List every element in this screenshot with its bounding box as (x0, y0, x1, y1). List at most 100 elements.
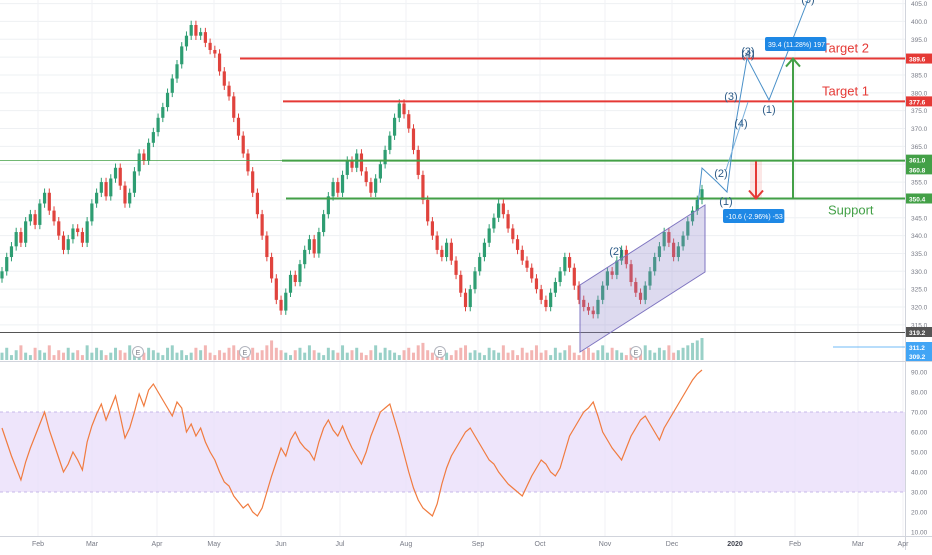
candle (667, 227, 671, 248)
volume-bar (341, 345, 345, 360)
volume-bar (378, 352, 382, 360)
candle-body (284, 292, 288, 311)
earnings-marker-circle (239, 346, 251, 358)
indicator-tick-label: 40.00 (911, 470, 928, 477)
price-tick-label: 315.0 (911, 322, 928, 329)
candle-body (104, 182, 108, 197)
candle (47, 188, 51, 215)
volume-bar (563, 350, 567, 360)
candle (549, 288, 553, 312)
candle (293, 270, 297, 287)
candle-body (184, 35, 189, 47)
indicator-tick-label: 20.00 (911, 510, 928, 517)
volume-bar (312, 350, 316, 360)
indicator (1, 369, 703, 517)
candle (690, 206, 695, 226)
candle-body (615, 260, 619, 275)
volume-bar (506, 352, 510, 360)
indicator-tick-label: 60.00 (911, 430, 928, 437)
levels: Target 2 Target 1 Support (0, 41, 905, 217)
candle-body (80, 232, 85, 243)
wave-label: (1) (762, 104, 775, 116)
candle (534, 274, 539, 294)
volume-bar (449, 355, 453, 360)
candle-body (421, 174, 425, 200)
price-tick-label: 325.0 (911, 287, 928, 294)
candle-body (123, 185, 127, 204)
price-tick-label: 365.0 (911, 144, 928, 151)
indicator-tick-label: 80.00 (911, 390, 928, 397)
volume-bar (213, 355, 217, 360)
earnings-marker: E (132, 346, 144, 358)
candle-body (90, 203, 94, 222)
volume-bar (5, 347, 9, 360)
candle (567, 252, 572, 273)
volume-bar (397, 355, 401, 360)
wave-label: (3) (741, 46, 754, 58)
channel (579, 204, 706, 353)
candle (553, 277, 557, 298)
candle-body (260, 214, 264, 236)
measure-box: 39.4 (11.28%) 197 (765, 37, 827, 51)
candle-body (563, 257, 567, 272)
candle (326, 192, 330, 219)
candle-body (307, 239, 312, 250)
time-tick-label: Jun (275, 541, 286, 548)
volume-bar (194, 347, 198, 360)
candle-body (99, 182, 103, 193)
price-badge-bg (906, 342, 932, 352)
projection: 39.4 (11.28%) 197 -10.6 (-2.96%) -53 (697, 0, 827, 223)
candle-body (506, 214, 510, 229)
indicator-tick-label: 90.00 (911, 370, 928, 377)
volume-bar (549, 355, 553, 360)
candle-body (194, 24, 198, 36)
candle-body (246, 153, 250, 172)
earnings-marker: E (434, 346, 446, 358)
candle (66, 234, 70, 255)
volume-bar (279, 350, 283, 360)
volume-bar (572, 352, 576, 360)
candle (113, 163, 118, 183)
candle (350, 156, 354, 173)
candle-body (189, 24, 193, 36)
volume-bar (586, 347, 590, 360)
candle (284, 288, 288, 315)
candle-body (199, 32, 203, 36)
candle-body (151, 132, 155, 143)
candle (411, 124, 416, 155)
candle-body (269, 257, 274, 279)
price-badge: 311.2 (906, 342, 932, 352)
candle-body (14, 232, 18, 247)
volume-bar (492, 350, 496, 360)
candle-body (468, 289, 472, 308)
candle-body (170, 78, 174, 93)
candle (653, 252, 657, 276)
measure-box: -10.6 (-2.96%) -53 (723, 209, 785, 223)
volume-bar (80, 355, 84, 360)
measure-box-label: 39.4 (11.28%) 197 (768, 42, 825, 49)
price-badge: 309.2 (906, 351, 932, 361)
candle (28, 209, 32, 226)
volume-bar (298, 347, 302, 360)
candle (184, 31, 189, 51)
candle-body (492, 217, 496, 229)
candle (369, 177, 373, 198)
candle (426, 195, 430, 226)
volume-bar (95, 347, 99, 360)
volume-bar (170, 345, 174, 360)
candle-body (265, 235, 269, 258)
candle (582, 295, 586, 312)
candle (85, 217, 89, 248)
candle (577, 281, 581, 305)
volume-bar (624, 355, 628, 360)
candle (42, 188, 47, 208)
price-badge: 319.2 (906, 327, 932, 337)
candle-body (634, 282, 638, 293)
candle (435, 231, 439, 255)
candle-body (85, 221, 89, 243)
candle-body (255, 192, 260, 215)
candle-body (501, 203, 505, 215)
volume-bar (284, 352, 288, 360)
